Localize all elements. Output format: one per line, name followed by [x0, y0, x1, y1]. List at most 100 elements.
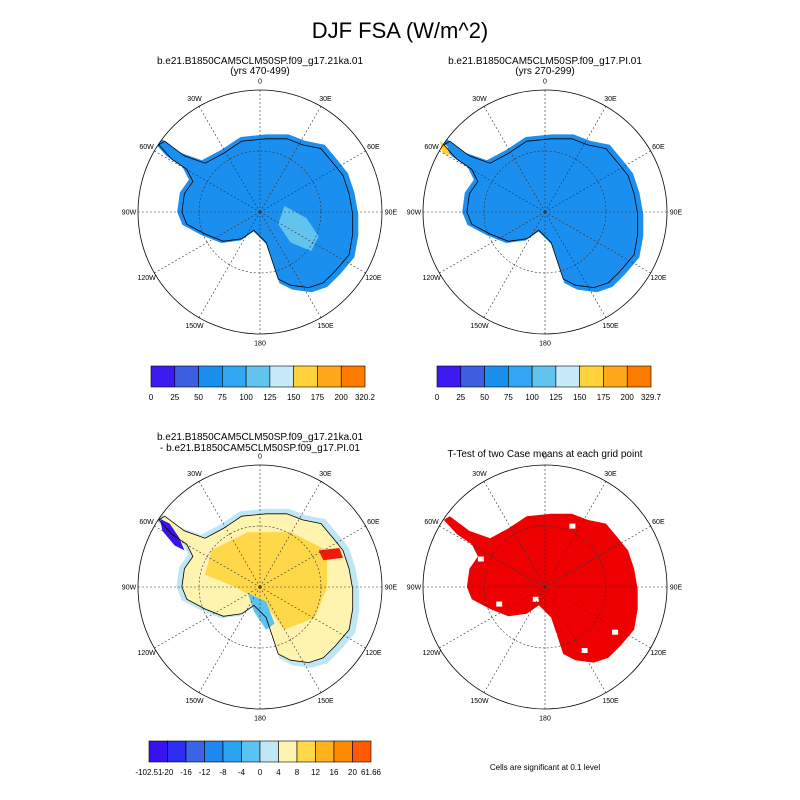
meridian-line: [259, 586, 322, 693]
meridian-line: [259, 586, 366, 649]
meridian-line: [544, 525, 651, 588]
colorbar-swatch: [204, 740, 224, 763]
longitude-label: 120E: [365, 275, 382, 282]
longitude-label: 0: [543, 454, 547, 461]
non-significant-cell: [496, 601, 503, 607]
meridian-line: [198, 211, 261, 318]
colorbar-tick-label: 200: [335, 393, 349, 402]
longitude-label: 90E: [385, 210, 398, 217]
colorbar-tick-label: 0: [258, 768, 263, 777]
longitude-label: 150W: [470, 323, 489, 330]
colorbar-tick-label: 50: [480, 393, 489, 402]
colorbar-tick-label: 8: [295, 768, 300, 777]
meridian-line: [544, 586, 607, 693]
colorbar-swatch: [352, 740, 372, 763]
colorbar-swatch: [150, 365, 176, 388]
longitude-label: 60E: [367, 519, 380, 526]
polar-map: 0 30E 60E 90E 120E 150E 180 150W 120W 90W 60W 30W: [122, 79, 398, 348]
longitude-label: 120W: [422, 275, 441, 282]
panel-abs-21ka: b.e21.B1850CAM5CLM50SP.f09_g17.21ka.01 (…: [122, 56, 398, 402]
longitude-label: 180: [539, 341, 551, 348]
non-significant-cell: [532, 596, 539, 602]
meridian-line: [439, 150, 546, 213]
non-significant-cell: [569, 523, 576, 529]
colorbar-tick-label: 16: [330, 768, 339, 777]
colorbar-swatch: [531, 365, 557, 388]
colorbar-tick-label: 20: [348, 768, 357, 777]
map-boundary: [422, 464, 668, 710]
longitude-label: 30E: [604, 471, 617, 478]
longitude-label: 30W: [187, 96, 202, 103]
meridian-line: [439, 525, 546, 588]
colorbar-tick-label: 320.2: [355, 393, 376, 402]
colorbar-tick-label: 50: [194, 393, 203, 402]
meridian-line: [544, 211, 607, 318]
latitude-circle: [483, 525, 607, 649]
meridian-line: [483, 481, 546, 588]
longitude-label: 60E: [367, 144, 380, 151]
colorbar-swatch: [315, 740, 335, 763]
field-fill: [152, 134, 359, 293]
meridian-line: [154, 150, 261, 213]
meridian-line: [259, 106, 322, 213]
colorbar-tick-label: 0: [435, 393, 440, 402]
meridian-line: [259, 211, 322, 318]
longitude-label: 120E: [650, 275, 667, 282]
colorbar-tick-label: 100: [239, 393, 253, 402]
longitude-label: 30E: [319, 471, 332, 478]
colorbar-tick-label: -20: [162, 768, 174, 777]
colorbar-swatch: [333, 740, 353, 763]
longitude-label: 90E: [670, 210, 683, 217]
polar-map: 0 30E 60E 90E 120E 150E 180 150W 120W 90W 60W 30W: [407, 454, 683, 723]
non-significant-cell: [551, 633, 558, 639]
colorbar-swatch: [603, 365, 628, 388]
field-patch: [440, 141, 450, 156]
colorbar-swatch: [579, 365, 604, 388]
meridian-line: [259, 211, 366, 274]
longitude-label: 180: [254, 341, 266, 348]
colorbar-tick-label: 75: [218, 393, 227, 402]
colorbar-swatch: [185, 740, 205, 763]
colorbar-tick-label: -102.51: [135, 768, 163, 777]
colorbar-tick-label: 75: [504, 393, 513, 402]
main-title: DJF FSA (W/m^2): [312, 18, 489, 43]
longitude-label: 90E: [385, 585, 398, 592]
longitude-label: 150E: [602, 698, 619, 705]
longitude-label: 90W: [407, 210, 422, 217]
longitude-label: 180: [254, 716, 266, 723]
panel-ttest: T-Test of two Case means at each grid po…: [407, 449, 683, 772]
colorbar-tick-label: -8: [219, 768, 227, 777]
colorbar-tick-label: 0: [149, 393, 154, 402]
map-boundary: [422, 89, 668, 335]
colorbar-tick-label: 61.66: [361, 768, 382, 777]
field-patch: [318, 548, 343, 561]
colorbar-tick-label: 125: [263, 393, 277, 402]
longitude-label: 90W: [407, 585, 422, 592]
meridian-line: [198, 481, 261, 588]
longitude-label: 90W: [122, 585, 137, 592]
colorbar-swatch: [293, 365, 318, 388]
meridian-line: [439, 586, 546, 649]
colorbar-swatch: [222, 365, 247, 388]
longitude-label: 30E: [319, 96, 332, 103]
meridian-line: [259, 525, 366, 588]
colorbar-swatch: [436, 365, 462, 388]
colorbar-tick-label: -16: [180, 768, 192, 777]
colorbar: 0 25 50 75 100 125 150 175 200 320.2: [149, 365, 376, 402]
colorbar-swatch: [245, 365, 271, 388]
map-boundary: [137, 89, 383, 335]
colorbar-swatch: [626, 365, 652, 388]
colorbar-tick-label: 329.7: [641, 393, 662, 402]
colorbar-swatch: [508, 365, 533, 388]
colorbar-swatch: [340, 365, 366, 388]
meridian-line: [154, 525, 261, 588]
longitude-label: 180: [539, 716, 551, 723]
colorbar-tick-label: 12: [311, 768, 320, 777]
colorbar-swatch: [241, 740, 261, 763]
field-patch: [205, 532, 328, 630]
colorbar-tick-label: 175: [311, 393, 325, 402]
colorbar-tick-label: 150: [287, 393, 301, 402]
meridian-line: [483, 586, 546, 693]
meridian-line: [544, 586, 651, 649]
